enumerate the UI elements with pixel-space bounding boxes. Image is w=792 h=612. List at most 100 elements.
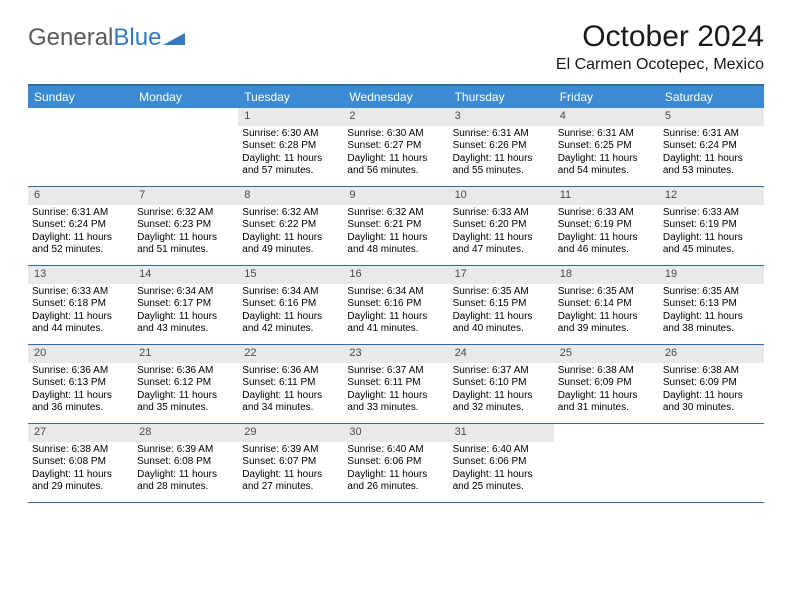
day-body: Sunrise: 6:38 AMSunset: 6:09 PMDaylight:… — [554, 363, 659, 419]
day-number: 30 — [343, 424, 448, 442]
calendar-day-cell: 3Sunrise: 6:31 AMSunset: 6:26 PMDaylight… — [449, 108, 554, 186]
daylight-text: Daylight: 11 hours and 49 minutes. — [242, 232, 339, 257]
calendar-day-cell: 25Sunrise: 6:38 AMSunset: 6:09 PMDayligh… — [554, 345, 659, 423]
weekday-header: Tuesday — [238, 86, 343, 108]
calendar-day-cell: 27Sunrise: 6:38 AMSunset: 6:08 PMDayligh… — [28, 424, 133, 502]
daylight-text: Daylight: 11 hours and 30 minutes. — [663, 390, 760, 415]
title-block: October 2024 El Carmen Ocotepec, Mexico — [556, 20, 764, 74]
weekday-header: Wednesday — [343, 86, 448, 108]
day-number: 16 — [343, 266, 448, 284]
day-number: 27 — [28, 424, 133, 442]
calendar-day-cell — [554, 424, 659, 502]
day-body: Sunrise: 6:33 AMSunset: 6:20 PMDaylight:… — [449, 205, 554, 261]
weekday-header: Sunday — [28, 86, 133, 108]
day-number: 3 — [449, 108, 554, 126]
sunset-text: Sunset: 6:06 PM — [347, 456, 444, 469]
sunset-text: Sunset: 6:21 PM — [347, 219, 444, 232]
daylight-text: Daylight: 11 hours and 31 minutes. — [558, 390, 655, 415]
sunrise-text: Sunrise: 6:30 AM — [242, 128, 339, 141]
day-number: 28 — [133, 424, 238, 442]
sunset-text: Sunset: 6:28 PM — [242, 140, 339, 153]
weekday-header: Monday — [133, 86, 238, 108]
daylight-text: Daylight: 11 hours and 42 minutes. — [242, 311, 339, 336]
location-label: El Carmen Ocotepec, Mexico — [556, 56, 764, 74]
sunset-text: Sunset: 6:25 PM — [558, 140, 655, 153]
sunrise-text: Sunrise: 6:31 AM — [558, 128, 655, 141]
day-number: 9 — [343, 187, 448, 205]
sunset-text: Sunset: 6:20 PM — [453, 219, 550, 232]
sunrise-text: Sunrise: 6:37 AM — [347, 365, 444, 378]
sunrise-text: Sunrise: 6:32 AM — [347, 207, 444, 220]
day-body: Sunrise: 6:35 AMSunset: 6:15 PMDaylight:… — [449, 284, 554, 340]
sunset-text: Sunset: 6:24 PM — [663, 140, 760, 153]
calendar-day-cell: 17Sunrise: 6:35 AMSunset: 6:15 PMDayligh… — [449, 266, 554, 344]
calendar-day-cell: 12Sunrise: 6:33 AMSunset: 6:19 PMDayligh… — [659, 187, 764, 265]
day-body: Sunrise: 6:39 AMSunset: 6:07 PMDaylight:… — [238, 442, 343, 498]
sunset-text: Sunset: 6:23 PM — [137, 219, 234, 232]
logo-text-blue: Blue — [113, 24, 161, 52]
calendar-day-cell: 2Sunrise: 6:30 AMSunset: 6:27 PMDaylight… — [343, 108, 448, 186]
calendar-day-cell: 29Sunrise: 6:39 AMSunset: 6:07 PMDayligh… — [238, 424, 343, 502]
page-header: GeneralBlue October 2024 El Carmen Ocote… — [28, 20, 764, 74]
sunrise-text: Sunrise: 6:34 AM — [137, 286, 234, 299]
sunrise-text: Sunrise: 6:38 AM — [663, 365, 760, 378]
daylight-text: Daylight: 11 hours and 57 minutes. — [242, 153, 339, 178]
day-body: Sunrise: 6:30 AMSunset: 6:27 PMDaylight:… — [343, 126, 448, 182]
day-body: Sunrise: 6:36 AMSunset: 6:12 PMDaylight:… — [133, 363, 238, 419]
day-number: 19 — [659, 266, 764, 284]
day-body: Sunrise: 6:34 AMSunset: 6:17 PMDaylight:… — [133, 284, 238, 340]
sunset-text: Sunset: 6:18 PM — [32, 298, 129, 311]
calendar-week-row: 27Sunrise: 6:38 AMSunset: 6:08 PMDayligh… — [28, 424, 764, 503]
sunset-text: Sunset: 6:13 PM — [663, 298, 760, 311]
weekday-header: Thursday — [449, 86, 554, 108]
sunrise-text: Sunrise: 6:31 AM — [663, 128, 760, 141]
calendar-day-cell: 23Sunrise: 6:37 AMSunset: 6:11 PMDayligh… — [343, 345, 448, 423]
day-body: Sunrise: 6:32 AMSunset: 6:21 PMDaylight:… — [343, 205, 448, 261]
sunset-text: Sunset: 6:27 PM — [347, 140, 444, 153]
day-number: 29 — [238, 424, 343, 442]
sunrise-text: Sunrise: 6:39 AM — [137, 444, 234, 457]
calendar-day-cell: 24Sunrise: 6:37 AMSunset: 6:10 PMDayligh… — [449, 345, 554, 423]
daylight-text: Daylight: 11 hours and 56 minutes. — [347, 153, 444, 178]
day-number — [28, 108, 133, 112]
day-body: Sunrise: 6:39 AMSunset: 6:08 PMDaylight:… — [133, 442, 238, 498]
calendar-body: 1Sunrise: 6:30 AMSunset: 6:28 PMDaylight… — [28, 108, 764, 503]
day-number: 2 — [343, 108, 448, 126]
sunset-text: Sunset: 6:24 PM — [32, 219, 129, 232]
day-number: 7 — [133, 187, 238, 205]
daylight-text: Daylight: 11 hours and 32 minutes. — [453, 390, 550, 415]
day-number: 10 — [449, 187, 554, 205]
calendar-day-cell: 9Sunrise: 6:32 AMSunset: 6:21 PMDaylight… — [343, 187, 448, 265]
sunset-text: Sunset: 6:08 PM — [32, 456, 129, 469]
calendar-day-cell — [28, 108, 133, 186]
sunset-text: Sunset: 6:11 PM — [347, 377, 444, 390]
calendar-day-cell: 21Sunrise: 6:36 AMSunset: 6:12 PMDayligh… — [133, 345, 238, 423]
sunrise-text: Sunrise: 6:40 AM — [453, 444, 550, 457]
daylight-text: Daylight: 11 hours and 45 minutes. — [663, 232, 760, 257]
calendar-day-cell: 19Sunrise: 6:35 AMSunset: 6:13 PMDayligh… — [659, 266, 764, 344]
weekday-header: Friday — [554, 86, 659, 108]
calendar-week-row: 20Sunrise: 6:36 AMSunset: 6:13 PMDayligh… — [28, 345, 764, 424]
daylight-text: Daylight: 11 hours and 35 minutes. — [137, 390, 234, 415]
day-body: Sunrise: 6:30 AMSunset: 6:28 PMDaylight:… — [238, 126, 343, 182]
daylight-text: Daylight: 11 hours and 26 minutes. — [347, 469, 444, 494]
daylight-text: Daylight: 11 hours and 34 minutes. — [242, 390, 339, 415]
calendar-day-cell: 8Sunrise: 6:32 AMSunset: 6:22 PMDaylight… — [238, 187, 343, 265]
calendar-day-cell: 16Sunrise: 6:34 AMSunset: 6:16 PMDayligh… — [343, 266, 448, 344]
day-body: Sunrise: 6:38 AMSunset: 6:08 PMDaylight:… — [28, 442, 133, 498]
sunset-text: Sunset: 6:19 PM — [663, 219, 760, 232]
sunrise-text: Sunrise: 6:39 AM — [242, 444, 339, 457]
sunset-text: Sunset: 6:17 PM — [137, 298, 234, 311]
calendar-week-row: 1Sunrise: 6:30 AMSunset: 6:28 PMDaylight… — [28, 108, 764, 187]
daylight-text: Daylight: 11 hours and 33 minutes. — [347, 390, 444, 415]
sunrise-text: Sunrise: 6:38 AM — [32, 444, 129, 457]
sunrise-text: Sunrise: 6:36 AM — [32, 365, 129, 378]
daylight-text: Daylight: 11 hours and 39 minutes. — [558, 311, 655, 336]
day-body: Sunrise: 6:33 AMSunset: 6:18 PMDaylight:… — [28, 284, 133, 340]
day-number: 12 — [659, 187, 764, 205]
calendar-day-cell — [659, 424, 764, 502]
daylight-text: Daylight: 11 hours and 46 minutes. — [558, 232, 655, 257]
day-body: Sunrise: 6:31 AMSunset: 6:25 PMDaylight:… — [554, 126, 659, 182]
daylight-text: Daylight: 11 hours and 36 minutes. — [32, 390, 129, 415]
daylight-text: Daylight: 11 hours and 52 minutes. — [32, 232, 129, 257]
